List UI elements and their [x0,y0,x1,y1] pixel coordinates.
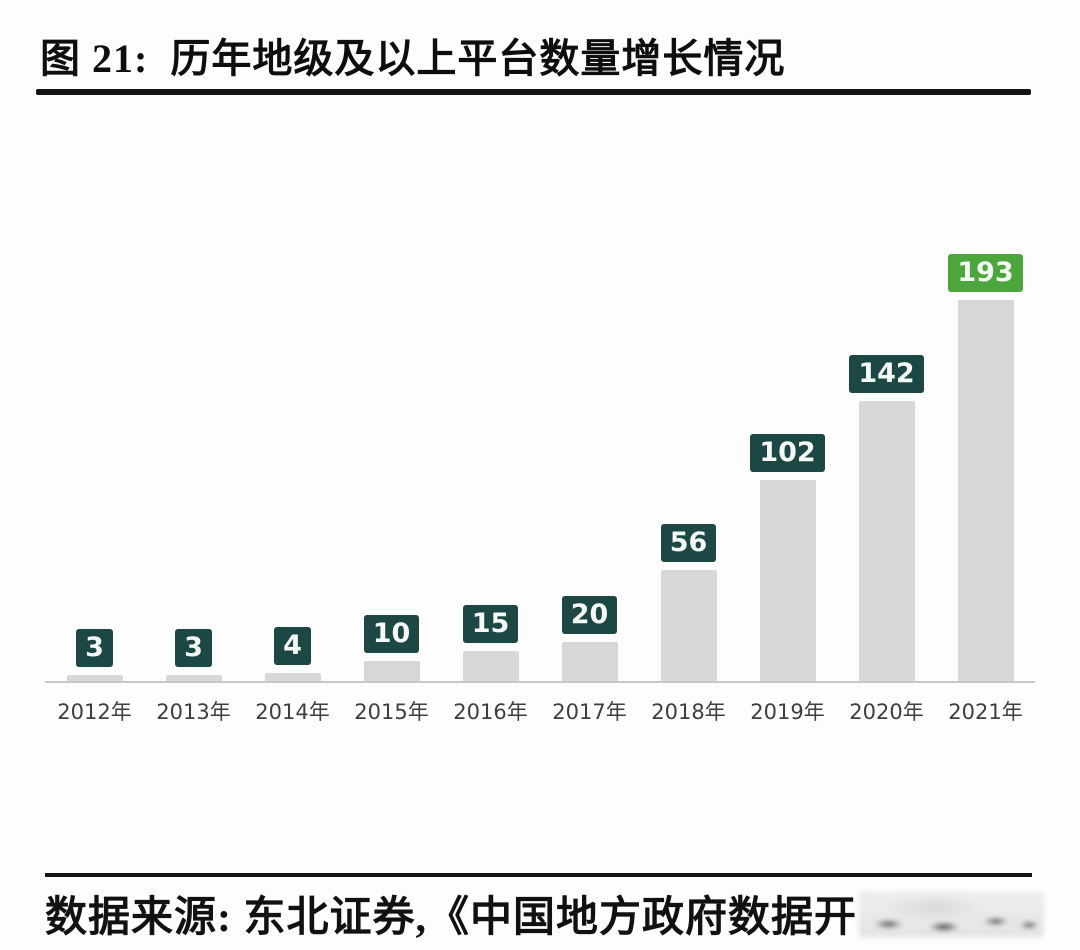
bar [462,651,519,681]
bar [66,675,123,681]
figure-title-text: 历年地级及以上平台数量增长情况 [170,36,786,81]
x-tick-label: 2014年 [255,700,330,724]
x-tick-label: 2019年 [750,700,825,724]
x-tick-label: 2016年 [453,700,528,724]
bar [759,480,816,681]
bar [165,675,222,681]
bars-row: 3 3 4 10 15 20 56 102 142 193 [45,250,1035,683]
bar-column: 56 [639,250,738,681]
bar [561,642,618,681]
figure-title: 图 21: 历年地级及以上平台数量增长情况 [40,26,785,84]
figure-number: 图 21: [40,36,149,81]
x-axis-labels: 2012年 2013年 2014年 2015年 2016年 2017年 2018年 2019年… [45,696,1035,726]
value-label: 20 [561,596,618,634]
value-label: 10 [363,615,420,653]
source-divider [45,873,1032,877]
x-tick-label: 2015年 [354,700,429,724]
x-tick-label: 2013年 [156,700,231,724]
value-label: 15 [462,605,519,643]
bar [858,401,915,681]
bar-column: 193 [936,250,1035,681]
x-tick-label: 2018年 [651,700,726,724]
value-label: 3 [76,629,113,667]
value-label-highlight: 193 [948,254,1023,292]
bar-column: 142 [837,250,936,681]
bar [957,300,1014,681]
bar [660,570,717,681]
bar-chart: 3 3 4 10 15 20 56 102 142 193 2012年 2013年 2014年 2015… [45,250,1035,726]
x-tick-label: 2017年 [552,700,627,724]
value-label: 102 [750,434,825,472]
x-tick-label: 2020年 [849,700,924,724]
bar-column: 102 [738,250,837,681]
source-text: 数据来源: 东北证券,《中国地方政府数据开 [45,895,857,941]
value-label: 4 [274,627,311,665]
bar [264,673,321,681]
source-note: 数据来源: 东北证券,《中国地方政府数据开 [45,883,1044,944]
value-label: 142 [849,355,924,393]
bar [363,661,420,681]
bar-column: 3 [144,250,243,681]
bar-column: 15 [441,250,540,681]
x-tick-label: 2012年 [57,700,132,724]
x-tick-label: 2021年 [948,700,1023,724]
title-divider [36,89,1031,95]
bar-column: 3 [45,250,144,681]
bar-column: 10 [342,250,441,681]
bar-column: 20 [540,250,639,681]
redacted-smudge [859,890,1044,937]
value-label: 3 [175,629,212,667]
value-label: 56 [660,524,717,562]
bar-column: 4 [243,250,342,681]
